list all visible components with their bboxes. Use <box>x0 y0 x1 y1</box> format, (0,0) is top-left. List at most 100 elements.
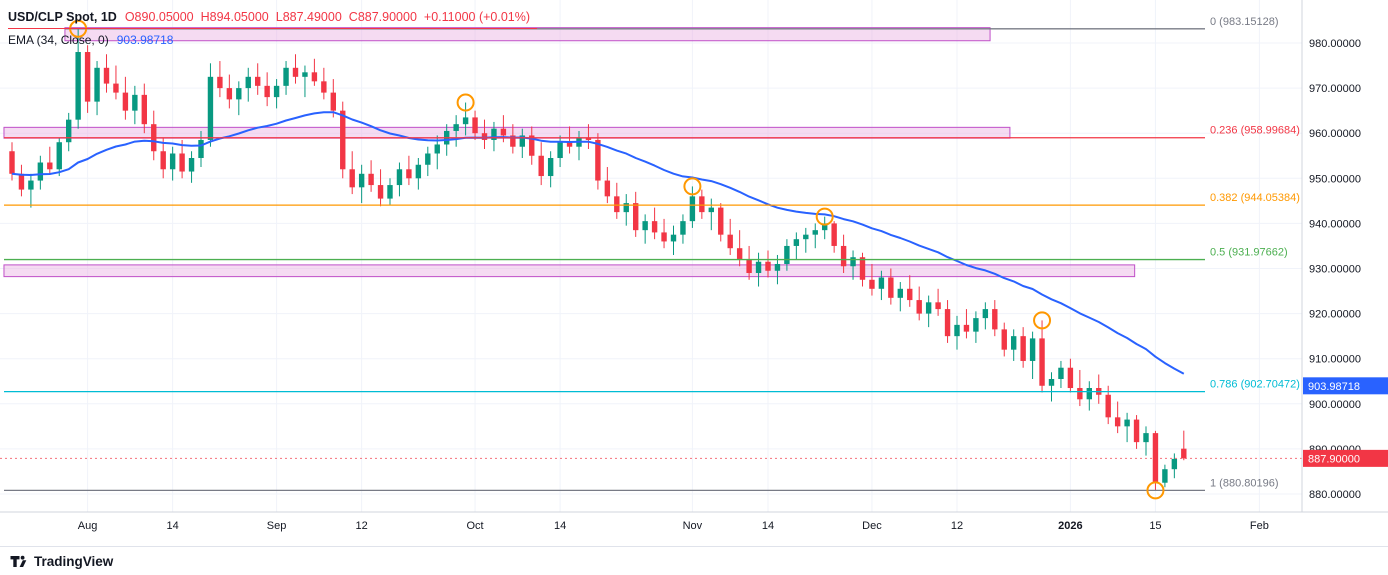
candle-body <box>330 92 336 111</box>
candle-body <box>831 223 837 246</box>
candle-body <box>1048 378 1055 386</box>
candle-body <box>784 245 790 264</box>
candle-body <box>47 162 53 170</box>
candle-body <box>18 173 25 190</box>
price-tick-label: 950.00000 <box>1309 173 1361 185</box>
highlight-circle-marker[interactable] <box>683 177 702 196</box>
chart-svg[interactable]: 0 (983.15128) 0.236 (958.99684) 0.382 (944… <box>0 0 1388 545</box>
candle-body <box>387 185 393 199</box>
plot-area[interactable] <box>0 0 1302 512</box>
candle-body <box>491 128 497 140</box>
ema-value-badge <box>1303 377 1388 395</box>
candle-body <box>670 234 677 242</box>
price-tick-label: 910.00000 <box>1309 354 1361 366</box>
candle-body <box>368 173 374 186</box>
fib-label: 1 (880.80196) <box>1210 477 1279 489</box>
highlight-circle-marker[interactable] <box>456 93 475 112</box>
candle-body <box>160 151 166 170</box>
candle-body <box>595 139 601 181</box>
candle-body <box>75 52 81 120</box>
candle-body <box>1162 469 1168 483</box>
candle-body <box>954 324 960 337</box>
fib-label: 0.5 (931.97662) <box>1210 247 1288 259</box>
candle-body <box>765 261 771 271</box>
price-tick-label: 980.00000 <box>1309 38 1361 50</box>
time-tick-label: 15 <box>1149 520 1161 532</box>
candle-body <box>1114 417 1121 427</box>
legend: USD/CLP Spot, 1D O890.05000 H894.05000 L887… <box>8 7 538 47</box>
candle-body <box>689 196 696 222</box>
candle-body <box>944 309 951 337</box>
candle-body <box>94 67 100 102</box>
price-axis[interactable]: 980.00000 970.00000 960.00000 950.00000 940.… <box>1303 38 1388 501</box>
price-tick-label: 900.00000 <box>1309 399 1361 411</box>
fib-retracement: 0 (983.15128) 0.236 (958.99684) 0.382 (944… <box>4 16 1300 492</box>
candle-body <box>292 67 299 77</box>
candle-body <box>188 158 195 172</box>
candle-body <box>529 135 535 156</box>
candle-body <box>349 169 355 188</box>
candle-body <box>1143 433 1149 443</box>
price-tick-label: 960.00000 <box>1309 128 1361 140</box>
candle-body <box>340 110 346 170</box>
ema-indicator-label[interactable]: EMA (34, Close, 0) <box>8 33 109 47</box>
candle-body <box>718 207 724 235</box>
candle-body <box>585 137 592 140</box>
tradingview-brand[interactable]: TradingView <box>34 553 114 569</box>
candle-body <box>642 221 648 231</box>
time-tick-label: Feb <box>1250 520 1269 532</box>
time-tick-label: 12 <box>356 520 368 532</box>
zone-drawings <box>3 27 1136 278</box>
candle-body <box>358 173 365 188</box>
chart-canvas[interactable]: 0 (983.15128) 0.236 (958.99684) 0.382 (944… <box>0 0 1388 545</box>
candle-body <box>122 92 129 111</box>
plot-background[interactable] <box>0 0 1302 512</box>
ohlc-high: H894.05000 <box>200 10 269 24</box>
candle-body <box>992 309 998 330</box>
highlight-circle-marker[interactable] <box>1146 481 1165 500</box>
price-tick-label: 970.00000 <box>1309 83 1361 95</box>
time-tick-label: Sep <box>267 520 287 532</box>
time-tick-label: Aug <box>78 520 98 532</box>
candle-body <box>547 158 554 177</box>
candle-body <box>888 277 894 298</box>
axis-separators <box>0 0 1388 513</box>
candle-body <box>302 72 308 77</box>
highlight-circle-marker[interactable] <box>1033 311 1052 330</box>
candle-body <box>973 318 979 332</box>
candle-body <box>9 151 15 174</box>
candle-body <box>680 221 686 235</box>
candle-body <box>727 234 733 249</box>
fib-label: 0.382 (944.05384) <box>1210 192 1300 204</box>
candle-body <box>198 139 204 159</box>
ema-indicator-value: 903.98718 <box>116 33 174 47</box>
candle-body <box>822 223 828 231</box>
tradingview-logo-icon[interactable] <box>10 553 27 570</box>
time-axis[interactable]: Aug 14 Sep 12 Oct 14 Nov 14 Dec 12 2026 15 Feb <box>78 520 1269 532</box>
candle-body <box>1039 338 1045 386</box>
candle-body <box>935 302 941 310</box>
price-tick-label: 880.00000 <box>1309 489 1361 501</box>
candle-body <box>462 117 469 125</box>
zone-rect[interactable] <box>64 27 991 42</box>
time-tick-label: 2026 <box>1058 520 1082 532</box>
fib-label: 0.236 (958.99684) <box>1210 125 1300 137</box>
symbol-title[interactable]: USD/CLP Spot, 1D <box>8 10 117 24</box>
candle-body <box>878 277 885 289</box>
candle-body <box>28 180 34 190</box>
candles-layer <box>9 28 1187 491</box>
time-tick-label: Oct <box>466 520 483 532</box>
candle-body <box>708 207 714 213</box>
candle-body <box>925 302 932 314</box>
indicator-legend-row: EMA (34, Close, 0) 903.98718 <box>8 33 537 47</box>
ema-badge-text: 903.98718 <box>1308 381 1360 393</box>
candle-body <box>1124 419 1130 427</box>
ohlc-low: L887.49000 <box>275 10 342 24</box>
candle-body <box>1105 394 1111 418</box>
candle-body <box>1001 329 1007 350</box>
highlight-circle-marker[interactable] <box>815 207 834 226</box>
candle-body <box>566 142 573 147</box>
zone-rect[interactable] <box>3 264 1136 278</box>
candle-body <box>604 180 611 197</box>
